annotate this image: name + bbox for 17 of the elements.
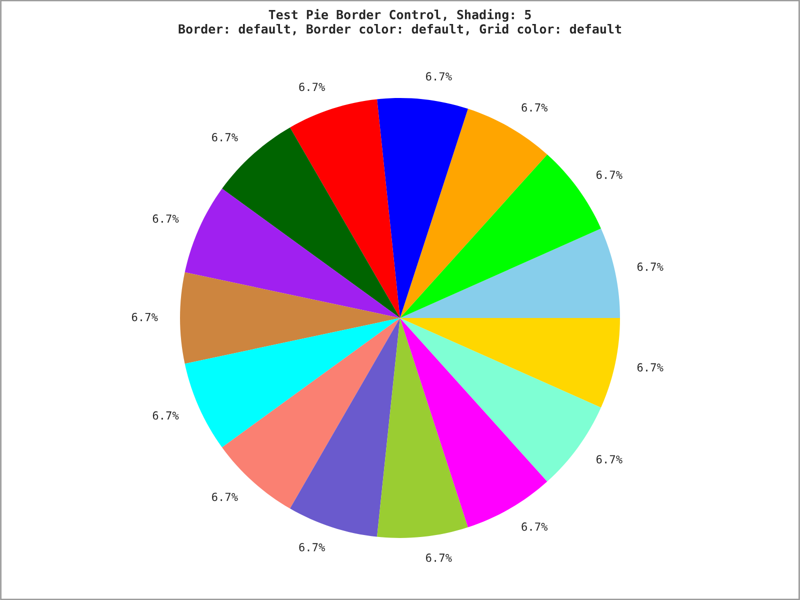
data-label: 6.7% xyxy=(299,543,326,552)
data-label: 6.7% xyxy=(522,522,548,531)
data-label: 6.7% xyxy=(152,411,179,420)
data-label: 6.7% xyxy=(596,170,622,180)
data-label: 6.7% xyxy=(637,262,664,271)
data-label: 6.7% xyxy=(152,214,179,223)
data-label: 6.7% xyxy=(426,72,452,81)
data-label: 6.7% xyxy=(426,554,452,562)
data-label: 6.7% xyxy=(132,312,158,322)
data-label: 6.7% xyxy=(212,492,238,502)
data-label: 6.7% xyxy=(522,103,548,112)
data-label: 6.7% xyxy=(596,455,622,464)
data-label: 6.7% xyxy=(212,133,238,142)
data-label: 6.7% xyxy=(299,82,326,92)
data-label: 6.7% xyxy=(637,363,664,372)
chart-subtitle: Border: default, Border color: default, Grid color: default xyxy=(178,23,622,36)
chart-title: Test Pie Border Control, Shading: 5 xyxy=(268,8,531,22)
